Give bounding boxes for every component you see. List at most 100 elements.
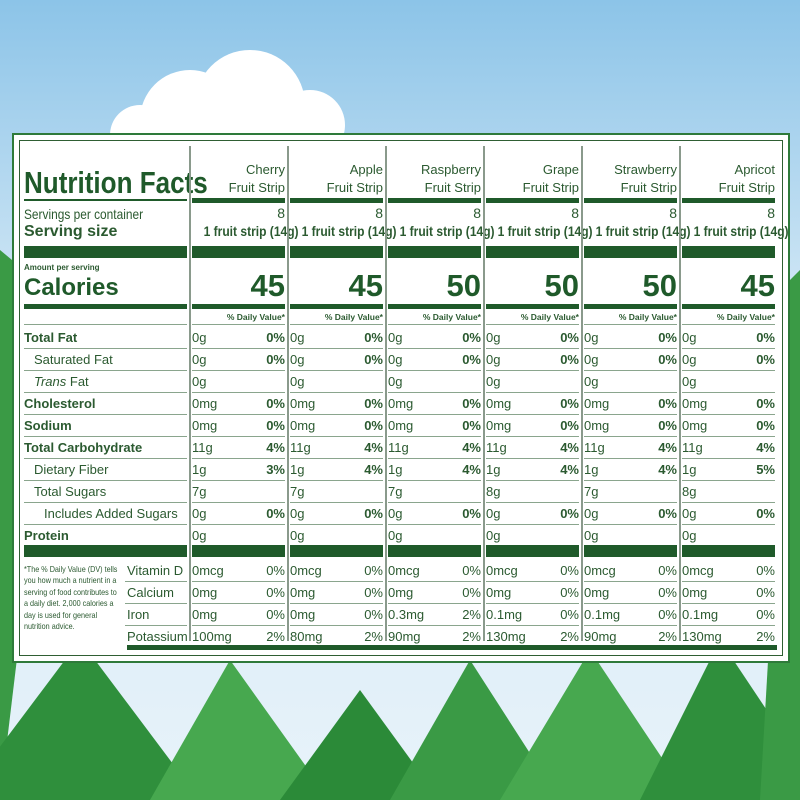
divider <box>192 502 285 503</box>
nutrient-amount: 0g <box>290 506 305 521</box>
divider <box>192 581 285 582</box>
nutrient-amount: 0mg <box>486 418 512 433</box>
nutrient-amount: 0g <box>486 330 501 345</box>
nutrient-percent-dv: 0% <box>658 352 677 367</box>
nutrient-percent-dv: 0% <box>364 506 383 521</box>
trans-italic: Trans <box>34 374 67 389</box>
divider <box>290 603 383 604</box>
divider <box>290 436 383 437</box>
thick-rule <box>486 246 579 258</box>
column-divider <box>483 146 485 641</box>
nutrient-amount: 7g <box>290 484 305 499</box>
nutrient-amount: 0g <box>192 330 207 345</box>
vitamin-amount: 130mg <box>486 629 526 644</box>
serving-size-value: 1 fruit strip (14g) <box>693 223 789 239</box>
daily-value-header: % Daily Value* <box>716 312 775 322</box>
nutrient-amount: 0mg <box>584 396 610 411</box>
serving-size-label: Serving size <box>24 223 118 240</box>
thick-rule <box>192 545 285 557</box>
divider <box>682 603 775 604</box>
product-name: Cherry <box>245 162 285 177</box>
nutrient-amount: 0g <box>486 374 501 389</box>
vitamin-amount: 0.1mg <box>486 607 523 622</box>
nutrient-label: Sodium <box>24 418 72 433</box>
servings-value: 8 <box>473 205 481 221</box>
divider <box>125 603 187 604</box>
nutrient-percent-dv: 4% <box>560 440 579 455</box>
divider <box>192 480 285 481</box>
nutrient-amount: 0g <box>584 352 599 367</box>
vitamin-amount: 0mg <box>388 585 414 600</box>
thick-rule <box>682 304 775 309</box>
nutrient-percent-dv: 0% <box>462 396 481 411</box>
vitamin-percent-dv: 2% <box>756 629 775 644</box>
nutrient-amount: 8g <box>682 484 697 499</box>
thick-rule <box>388 545 481 557</box>
divider <box>192 370 285 371</box>
divider <box>192 603 285 604</box>
divider <box>682 502 775 503</box>
nutrient-label: Includes Added Sugars <box>44 506 178 521</box>
nutrient-amount: 0mg <box>682 418 708 433</box>
nutrient-percent-dv: 0% <box>462 418 481 433</box>
daily-value-header: % Daily Value* <box>520 312 579 322</box>
vitamin-amount: 0mg <box>486 585 512 600</box>
daily-value-header: % Daily Value* <box>226 312 285 322</box>
vitamin-amount: 0mg <box>192 585 218 600</box>
nutrient-percent-dv: 0% <box>266 352 285 367</box>
thick-rule <box>290 304 383 309</box>
nutrient-percent-dv: 0% <box>658 396 677 411</box>
thick-rule <box>290 246 383 258</box>
divider <box>290 625 383 626</box>
nutrition-facts-panel: Nutrition Facts Servings per container Ser… <box>12 133 790 663</box>
product-name-line2: Fruit Strip <box>522 180 579 195</box>
nutrient-amount: 1g <box>584 462 599 477</box>
nutrient-amount: 0g <box>682 374 697 389</box>
nutrient-amount: 11g <box>584 440 605 455</box>
divider <box>584 524 677 525</box>
column-divider <box>679 146 681 641</box>
nutrient-percent-dv: 4% <box>560 462 579 477</box>
divider <box>24 324 187 325</box>
vitamin-percent-dv: 0% <box>364 607 383 622</box>
divider <box>388 502 481 503</box>
thick-rule <box>388 304 481 309</box>
nutrient-percent-dv: 3% <box>266 462 285 477</box>
thick-rule <box>192 304 285 309</box>
product-name: Apricot <box>734 162 775 177</box>
vitamin-amount: 0mg <box>192 607 218 622</box>
nutrient-amount: 0mg <box>290 396 316 411</box>
calories-value: 50 <box>544 268 579 303</box>
thick-rule <box>584 545 677 557</box>
thick-rule <box>682 545 775 557</box>
product-name: Strawberry <box>614 162 677 177</box>
divider <box>486 603 579 604</box>
nutrition-label <box>19 140 783 656</box>
serving-size-value: 1 fruit strip (14g) <box>301 223 397 239</box>
vitamin-percent-dv: 0% <box>364 563 383 578</box>
vitamin-amount: 0mg <box>584 585 610 600</box>
divider <box>682 414 775 415</box>
divider <box>290 581 383 582</box>
divider <box>24 524 187 525</box>
vitamin-amount: 0mg <box>682 585 708 600</box>
divider <box>290 348 383 349</box>
nutrient-percent-dv: 0% <box>560 352 579 367</box>
vitamin-percent-dv: 0% <box>266 585 285 600</box>
vitamin-label: Calcium <box>127 585 174 600</box>
column-divider <box>189 146 191 641</box>
vitamin-amount: 0.1mg <box>584 607 621 622</box>
nutrient-label: Dietary Fiber <box>34 462 109 477</box>
divider <box>125 581 187 582</box>
divider <box>192 324 285 325</box>
divider <box>682 392 775 393</box>
thick-rule <box>486 304 579 309</box>
nutrient-amount: 0g <box>388 352 403 367</box>
vitamin-percent-dv: 2% <box>658 629 677 644</box>
divider <box>192 436 285 437</box>
vitamin-amount: 0.3mg <box>388 607 425 622</box>
nutrient-amount: 0g <box>486 506 501 521</box>
nutrient-amount: 0g <box>388 330 403 345</box>
divider <box>584 370 677 371</box>
divider <box>388 348 481 349</box>
